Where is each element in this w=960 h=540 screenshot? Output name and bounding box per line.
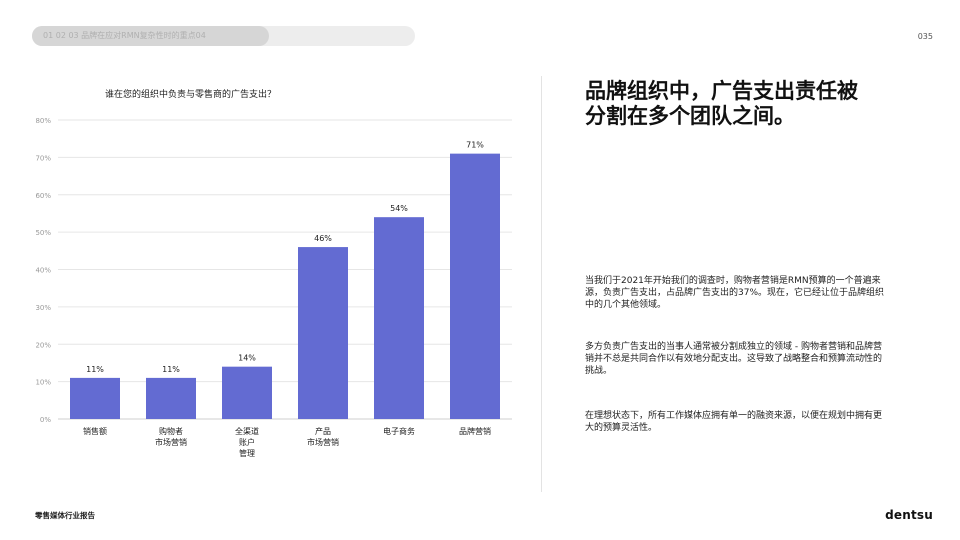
bar xyxy=(450,153,500,419)
body-paragraph-3: 在理想状态下，所有工作媒体应拥有单一的融资来源，以便在规划中拥有更大的预算灵活性… xyxy=(585,411,883,433)
report-title: 零售媒体行业报告 xyxy=(35,511,95,520)
dentsu-logo: dentsu xyxy=(885,508,933,522)
y-tick-label: 60% xyxy=(35,192,51,200)
x-category-label: 产品 xyxy=(315,426,331,436)
page-number: 035 xyxy=(917,32,933,41)
x-category-label: 电子商务 xyxy=(383,426,415,436)
headline-line-2: 分割在多个团队之间。 xyxy=(585,104,795,128)
x-category-label: 市场营销 xyxy=(307,437,339,447)
y-tick-label: 70% xyxy=(35,154,51,162)
y-tick-label: 20% xyxy=(35,341,51,349)
bar-data-label: 46% xyxy=(314,234,332,243)
bar xyxy=(298,247,348,419)
x-category-label: 品牌营销 xyxy=(459,426,491,436)
bar-data-label: 54% xyxy=(390,204,408,213)
chart-title: 谁在您的组织中负责与零售商的广告支出？ xyxy=(105,88,276,100)
bar xyxy=(222,366,272,419)
column-divider xyxy=(541,76,542,492)
y-tick-label: 30% xyxy=(35,304,51,312)
bar xyxy=(70,377,120,419)
y-tick-label: 10% xyxy=(35,379,51,387)
y-tick-label: 80% xyxy=(35,117,51,125)
bar-data-label: 14% xyxy=(238,354,256,363)
x-category-label: 销售额 xyxy=(83,426,107,436)
page-headline: 品牌组织中，广告支出责任被 分割在多个团队之间。 xyxy=(585,79,905,129)
headline-line-1: 品牌组织中，广告支出责任被 xyxy=(585,79,858,103)
section-progress-bar: 01 02 03 品牌在应对RMN复杂性时的重点04 xyxy=(32,26,415,46)
section-progress-fill xyxy=(32,26,270,46)
x-category-label: 账户 xyxy=(239,437,255,447)
bar xyxy=(146,377,196,419)
x-category-label: 管理 xyxy=(239,448,255,458)
y-tick-label: 0% xyxy=(40,416,51,424)
bar-data-label: 71% xyxy=(466,141,484,150)
bar-chart: 谁在您的组织中负责与零售商的广告支出？ 0% 10% 20% 30% 40% 50% 60% 7… xyxy=(35,88,512,458)
body-paragraph-2: 多方负责广告支出的当事人通常被分割成独立的领域 - 购物者营销和品牌营销并不总是… xyxy=(585,342,883,376)
section-breadcrumb: 01 02 03 品牌在应对RMN复杂性时的重点04 xyxy=(43,31,206,40)
bar-data-label: 11% xyxy=(162,365,180,374)
body-paragraph-1: 当我们于2021年开始我们的调查时，购物者营销是RMN预算的一个普遍来源，负责广… xyxy=(585,276,885,310)
x-category-label: 市场营销 xyxy=(155,437,187,447)
y-tick-label: 50% xyxy=(35,229,51,237)
x-category-label: 购物者 xyxy=(159,426,183,436)
bar xyxy=(374,217,424,419)
bar-data-label: 11% xyxy=(86,365,104,374)
y-tick-label: 40% xyxy=(35,267,51,275)
x-category-label: 全渠道 xyxy=(235,426,259,436)
